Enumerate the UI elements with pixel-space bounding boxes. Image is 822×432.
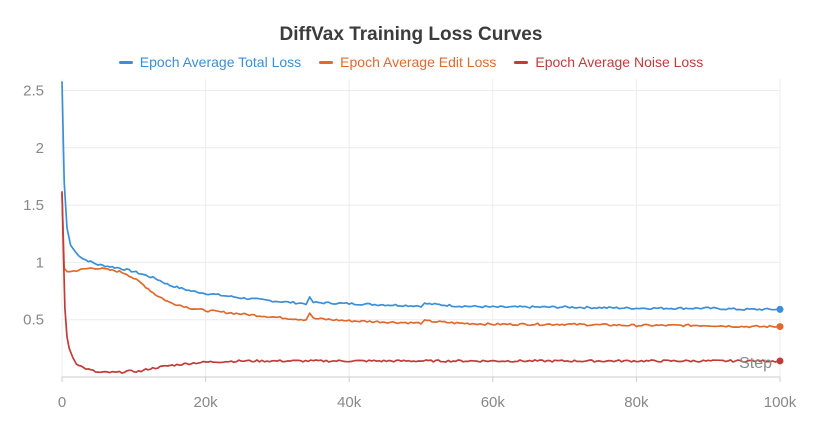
series-endpoint-edit-loss[interactable] (776, 323, 784, 331)
y-tick-label: 1.5 (23, 197, 44, 214)
legend-item-total-loss[interactable]: Epoch Average Total Loss (118, 54, 302, 70)
x-tick-label: 100k (764, 394, 797, 411)
legend-item-edit-loss[interactable]: Epoch Average Edit Loss (319, 54, 496, 70)
series-layer (61, 81, 784, 374)
legend-swatch-total-loss (118, 60, 133, 64)
x-tick-label: 20k (194, 394, 219, 411)
x-tick-label: 80k (624, 394, 649, 411)
y-tick-label: 2.5 (23, 82, 44, 99)
legend-label-total-loss: Epoch Average Total Loss (139, 54, 302, 70)
y-tick-label: 1 (36, 254, 44, 271)
series-line-noise-loss[interactable] (61, 191, 781, 374)
series-endpoint-noise-loss[interactable] (776, 357, 784, 365)
legend-label-noise-loss: Epoch Average Noise Loss (535, 54, 704, 70)
legend-label-edit-loss: Epoch Average Edit Loss (340, 54, 497, 70)
legend-swatch-edit-loss (319, 60, 334, 64)
axes: 0.5 1 1.5 2 2.5 0 20k 40k 60k 80k 100k (23, 82, 797, 411)
grid-lines (61, 79, 781, 377)
series-endpoint-total-loss[interactable] (776, 305, 784, 313)
legend-item-noise-loss[interactable]: Epoch Average Noise Loss (514, 54, 703, 70)
chart-legend: Epoch Average Total Loss Epoch Average E… (0, 54, 822, 70)
series-line-edit-loss[interactable] (61, 193, 780, 329)
series-line-total-loss[interactable] (61, 81, 781, 311)
x-axis-label: Step (739, 355, 772, 372)
y-tick-label: 0.5 (23, 312, 44, 329)
x-tick-label: 0 (58, 394, 66, 411)
legend-swatch-noise-loss (514, 60, 529, 64)
x-tick-label: 40k (337, 394, 362, 411)
x-tick-label: 60k (481, 394, 506, 411)
y-tick-label: 2 (36, 140, 44, 157)
chart-title: DiffVax Training Loss Curves (279, 24, 543, 45)
